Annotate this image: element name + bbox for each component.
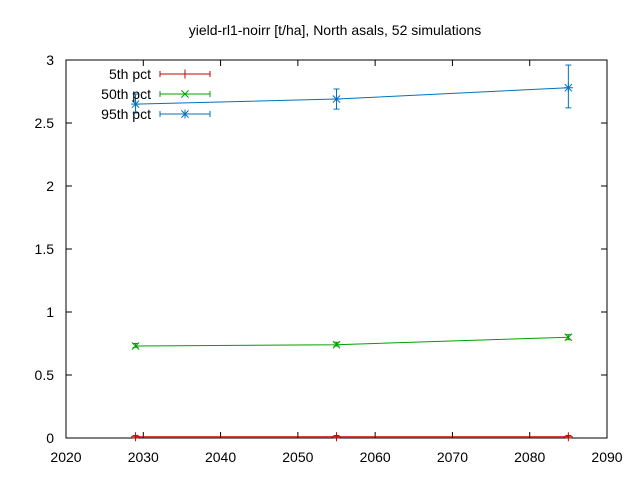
x-tick-label: 2070	[437, 449, 468, 465]
legend-item: 5th pct	[109, 66, 211, 82]
series-line	[135, 336, 569, 347]
y-tick-label: 1	[46, 304, 54, 320]
data-point	[563, 64, 573, 109]
legend: 5th pct 50th pct 95th pct	[101, 66, 211, 122]
legend-label: 95th pct	[101, 106, 151, 122]
y-tick-label: 0	[46, 430, 54, 446]
legend-label: 50th pct	[101, 86, 151, 102]
series-2	[131, 64, 573, 114]
marker-d2	[131, 342, 140, 350]
legend-item: 50th pct	[101, 86, 211, 102]
y-tick-label: 2.5	[35, 115, 55, 131]
series-line	[135, 87, 569, 105]
marker-d2	[131, 100, 140, 109]
y-tick-label: 3	[46, 52, 54, 68]
x-tick-label: 2040	[205, 449, 236, 465]
y-tick-label: 1.5	[35, 241, 55, 257]
data-point	[332, 432, 341, 442]
data-point	[131, 342, 140, 350]
x-tick-label: 2080	[514, 449, 545, 465]
x-tick-label: 2060	[360, 449, 391, 465]
data-point	[131, 432, 141, 442]
marker-d2	[181, 110, 189, 118]
data-point	[563, 432, 573, 442]
data-point	[564, 333, 573, 342]
x-tick-label: 2020	[50, 449, 81, 465]
marker-d2	[564, 333, 573, 342]
x-tick-label: 2030	[128, 449, 159, 465]
marker-d2	[332, 95, 341, 104]
x-tick-label: 2090	[591, 449, 622, 465]
chart-title: yield-rl1-noirr [t/ha], North asals, 52 …	[189, 22, 482, 38]
data-point	[131, 93, 141, 114]
marker-d2	[332, 340, 341, 349]
y-tick-label: 2	[46, 178, 54, 194]
y-tick-label: 0.5	[35, 367, 55, 383]
marker-d2	[181, 90, 189, 98]
x-tick-label: 2050	[282, 449, 313, 465]
series-0	[131, 432, 573, 442]
series-layer	[131, 64, 573, 442]
y-axis: 0 0.5 1 1.5 2 2.5 3	[35, 52, 607, 446]
legend-item: 95th pct	[101, 106, 211, 122]
data-point	[332, 340, 341, 349]
data-point	[332, 88, 341, 110]
series-1	[131, 333, 573, 350]
x-axis: 2020 2030 2040 2050 2060 2070 2080 2090	[50, 60, 623, 465]
marker-d2	[564, 83, 573, 92]
legend-label: 5th pct	[109, 66, 151, 82]
